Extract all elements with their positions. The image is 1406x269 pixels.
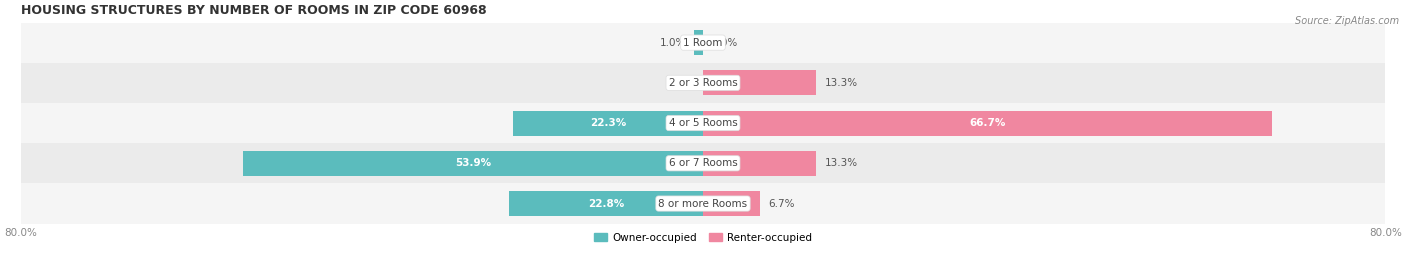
- Text: HOUSING STRUCTURES BY NUMBER OF ROOMS IN ZIP CODE 60968: HOUSING STRUCTURES BY NUMBER OF ROOMS IN…: [21, 4, 486, 17]
- Text: 2 or 3 Rooms: 2 or 3 Rooms: [669, 78, 737, 88]
- Text: 6 or 7 Rooms: 6 or 7 Rooms: [669, 158, 737, 168]
- Text: 13.3%: 13.3%: [825, 78, 858, 88]
- Bar: [703, 111, 1272, 136]
- Bar: [695, 30, 703, 55]
- Bar: [513, 111, 703, 136]
- Text: 6.7%: 6.7%: [769, 199, 796, 208]
- Text: 66.7%: 66.7%: [969, 118, 1005, 128]
- Bar: [509, 191, 703, 216]
- Text: 1.0%: 1.0%: [659, 38, 686, 48]
- Bar: [703, 191, 761, 216]
- Text: 4 or 5 Rooms: 4 or 5 Rooms: [669, 118, 737, 128]
- Text: 0.0%: 0.0%: [711, 38, 738, 48]
- Text: 8 or more Rooms: 8 or more Rooms: [658, 199, 748, 208]
- Legend: Owner-occupied, Renter-occupied: Owner-occupied, Renter-occupied: [595, 233, 811, 243]
- Text: 22.8%: 22.8%: [588, 199, 624, 208]
- Text: 53.9%: 53.9%: [456, 158, 491, 168]
- Bar: [21, 63, 1385, 103]
- Bar: [21, 183, 1385, 224]
- Text: 1 Room: 1 Room: [683, 38, 723, 48]
- Bar: [21, 143, 1385, 183]
- Text: 0.0%: 0.0%: [668, 78, 695, 88]
- Bar: [21, 103, 1385, 143]
- Bar: [21, 23, 1385, 63]
- Bar: [703, 70, 817, 95]
- Bar: [243, 151, 703, 176]
- Text: 22.3%: 22.3%: [589, 118, 626, 128]
- Bar: [703, 151, 817, 176]
- Text: 13.3%: 13.3%: [825, 158, 858, 168]
- Text: Source: ZipAtlas.com: Source: ZipAtlas.com: [1295, 16, 1399, 26]
